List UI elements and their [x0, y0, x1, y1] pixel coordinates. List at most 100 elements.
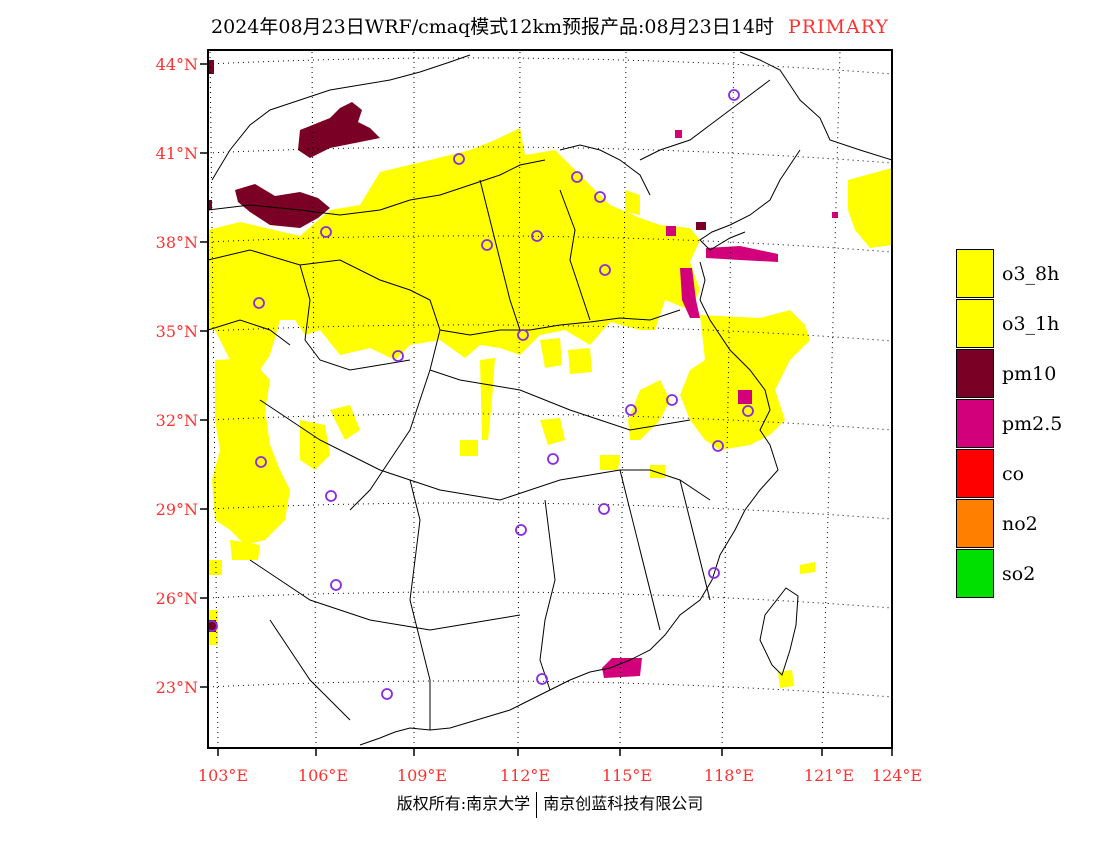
lon-label-109e: 109°E	[396, 766, 448, 785]
coastline	[699, 149, 801, 251]
station-marker	[712, 440, 724, 452]
province-border	[259, 399, 471, 496]
ozone-region	[208, 128, 700, 370]
station-marker	[599, 264, 611, 276]
legend-label: no2	[1002, 513, 1038, 535]
map-frame	[207, 49, 893, 749]
pm25-region	[208, 620, 216, 632]
station-marker	[325, 490, 337, 502]
ozone-region	[848, 168, 892, 248]
pm25-region	[680, 268, 700, 318]
legend-item-pm25: pm2.5	[956, 399, 1100, 449]
map-title-text: 2024年08月23日WRF/cmaq模式12km预报产品:08月23日14时	[211, 16, 774, 38]
lon-label-118e: 118°E	[703, 766, 755, 785]
station-marker	[594, 191, 606, 203]
lon-label-115e: 115°E	[601, 766, 653, 785]
station-marker	[381, 688, 393, 700]
ozone-region	[628, 380, 670, 440]
legend-item-co: co	[956, 449, 1100, 499]
map-title: 2024年08月23日WRF/cmaq模式12km预报产品:08月23日14时 P…	[0, 12, 1100, 39]
coastline	[739, 51, 892, 161]
province-border	[249, 559, 521, 631]
station-marker	[517, 329, 529, 341]
boundary-lines	[208, 51, 892, 746]
lat-label-26n: 26°N	[155, 589, 198, 608]
province-border	[429, 369, 691, 431]
station-marker	[453, 153, 465, 165]
ozone-region	[680, 310, 810, 450]
province-border	[679, 479, 711, 601]
ozone-region	[650, 465, 665, 478]
lat-label-32n: 32°N	[155, 411, 198, 430]
province-border	[479, 179, 521, 331]
lon-label-103e: 103°E	[197, 766, 249, 785]
copyright-divider	[536, 791, 538, 818]
ozone-region	[460, 440, 478, 456]
ozone-region	[800, 562, 815, 574]
lat-label-44n: 44°N	[155, 55, 198, 74]
station-marker	[571, 171, 583, 183]
legend-item-no2: no2	[956, 499, 1100, 549]
lat-label-35n: 35°N	[155, 322, 198, 341]
province-border	[639, 79, 771, 161]
province-border	[211, 54, 471, 181]
legend-label: pm10	[1002, 363, 1057, 385]
legend-item-so2: so2	[956, 549, 1100, 599]
pm25-region	[832, 212, 838, 218]
lat-label-38n: 38°N	[155, 233, 198, 252]
coastline	[359, 261, 779, 746]
pm25-regions	[208, 130, 838, 678]
station-marker	[208, 620, 218, 632]
province-border	[559, 189, 591, 321]
station-marker	[320, 226, 332, 238]
legend-swatch	[956, 399, 994, 448]
lat-label-23n: 23°N	[155, 678, 198, 697]
province-border	[208, 249, 441, 511]
pm10-region	[208, 60, 214, 74]
pm10-region	[235, 184, 330, 228]
province-border	[469, 469, 711, 501]
lat-label-41n: 41°N	[155, 144, 198, 163]
station-marker	[728, 89, 740, 101]
lon-label-124e: 124°E	[871, 766, 923, 785]
legend-item-pm10: pm10	[956, 349, 1100, 399]
ozone-region	[208, 560, 222, 575]
station-marker	[255, 456, 267, 468]
province-border	[439, 309, 681, 336]
lat-label-29n: 29°N	[155, 500, 198, 519]
ozone-region	[230, 540, 260, 560]
ozone-region	[300, 420, 330, 470]
province-border	[559, 144, 651, 196]
copyright-right: 南京创蓝科技有限公司	[543, 794, 704, 813]
station-marker	[392, 350, 404, 362]
legend-item-o3-1h: o3_1h	[956, 299, 1100, 349]
ozone-region	[540, 338, 562, 368]
station-marker	[598, 503, 610, 515]
province-border	[619, 469, 661, 631]
station-marker	[330, 579, 342, 591]
ozone-region	[540, 418, 565, 445]
station-marker	[625, 404, 637, 416]
station-marker	[253, 297, 265, 309]
province-border	[539, 499, 556, 691]
station-marker	[536, 673, 548, 685]
legend-swatch	[956, 449, 994, 498]
pm25-region	[738, 390, 752, 404]
ozone-region	[568, 348, 592, 374]
pm25-region	[602, 658, 642, 678]
legend-swatch	[956, 299, 994, 348]
legend-label: co	[1002, 463, 1025, 485]
taiwan-outline	[759, 587, 799, 676]
station-marker	[515, 524, 527, 536]
pm10-regions	[208, 60, 380, 228]
station-marker	[481, 239, 493, 251]
legend-label: o3_8h	[1002, 263, 1060, 285]
station-marker	[547, 453, 559, 465]
legend-item-o3-8h: o3_8h	[956, 249, 1100, 299]
legend-label: o3_1h	[1002, 313, 1060, 335]
ozone-region	[625, 190, 640, 215]
ozone-region	[212, 358, 290, 545]
province-border	[409, 479, 431, 730]
ozone-regions	[208, 128, 892, 688]
